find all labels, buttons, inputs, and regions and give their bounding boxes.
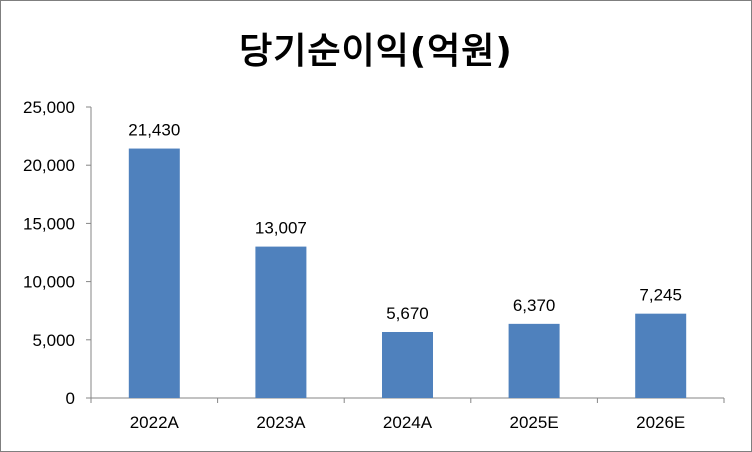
y-tick-label: 0: [66, 389, 75, 408]
chart-labels: 0 5,000 10,000 15,000 20,000 25,000 21,430 2022…: [23, 98, 685, 432]
y-tick-label: 15,000: [23, 214, 75, 233]
y-tick-label: 5,000: [32, 331, 75, 350]
x-tick-label: 2025E: [510, 413, 559, 432]
x-tick-label: 2022A: [130, 413, 180, 432]
chart-title: 당기순이익(억원): [239, 31, 513, 72]
data-label: 21,430: [128, 121, 180, 140]
y-tick-label: 25,000: [23, 98, 75, 117]
data-label: 6,370: [513, 296, 556, 315]
data-label: 13,007: [255, 219, 307, 238]
chart-bars: [128, 148, 687, 398]
bar: [635, 313, 687, 398]
bar: [128, 148, 180, 398]
bar: [382, 332, 433, 398]
x-tick-label: 2023A: [256, 413, 306, 432]
data-label: 5,670: [386, 304, 429, 323]
bar: [508, 323, 560, 398]
data-label: 7,245: [639, 286, 682, 305]
y-tick-label: 10,000: [23, 273, 75, 292]
x-tick-label: 2026E: [636, 413, 685, 432]
bar: [255, 246, 307, 398]
x-tick-label: 2024A: [383, 413, 433, 432]
y-tick-label: 20,000: [23, 156, 75, 175]
